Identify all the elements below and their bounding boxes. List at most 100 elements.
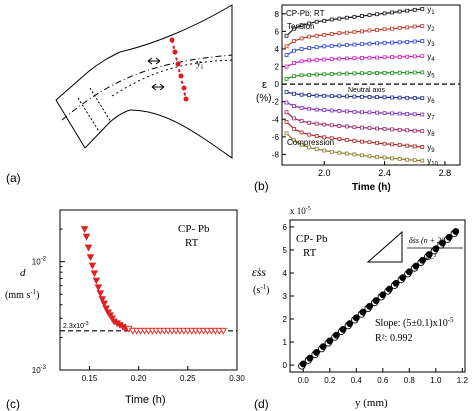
rate-point	[84, 244, 93, 252]
series-point-y3	[337, 43, 342, 48]
series-point-y10	[367, 154, 372, 159]
series-point-y3	[299, 47, 304, 51]
series-point-y7	[367, 110, 372, 115]
strain-rate-point	[399, 274, 407, 282]
series-point-y10	[292, 138, 296, 143]
series-point-y9	[360, 139, 364, 144]
panel-d-ticks: 0.0 0.2 0.4 0.6 0.8 1.0 1.2 0 1 2 3 4 5 6	[283, 223, 469, 385]
series-point-y7	[322, 108, 327, 112]
series-point-y9	[397, 143, 402, 147]
series-label-y4: y4	[427, 52, 435, 63]
series-point-y3	[360, 42, 364, 47]
series-point-y9	[412, 144, 417, 149]
slope-triangle	[366, 230, 403, 263]
series-point-y2	[405, 25, 410, 30]
series-point-y10	[329, 149, 334, 154]
yi-label: yi	[196, 58, 203, 71]
series-point-y4	[375, 55, 379, 60]
panel-b-ytick-label: 4	[275, 45, 280, 54]
strain-rate-point	[372, 297, 380, 305]
series-point-y2	[412, 24, 417, 29]
bent-specimen-outline	[119, 4, 233, 159]
series-point-y6	[390, 95, 395, 100]
r2-text: R²: 0.992	[375, 333, 412, 344]
series-point-y3	[329, 43, 334, 48]
series-point-y1	[390, 10, 395, 15]
series-point-y2	[397, 25, 402, 30]
strain-rate-point	[306, 354, 314, 362]
panel-d-xtick-label: 0.4	[351, 376, 363, 385]
series-point-y3	[352, 42, 357, 47]
series-point-y8	[284, 110, 289, 115]
series-point-y6	[299, 92, 304, 97]
series-point-y10	[322, 148, 327, 153]
arrow-pair-upper	[147, 57, 161, 65]
panel-b-annotation: CP-Pb; RT	[286, 9, 325, 18]
series-point-y1	[307, 21, 312, 26]
series-point-y7	[284, 100, 289, 105]
series-point-y4	[360, 56, 364, 60]
series-point-y7	[382, 111, 387, 116]
panel-c-label: (c)	[6, 397, 20, 411]
series-point-y3	[412, 39, 417, 44]
series-point-y3	[405, 40, 410, 44]
series-point-y7	[360, 110, 364, 115]
series-point-y5	[292, 74, 296, 79]
gauge-point	[183, 96, 189, 102]
series-point-y8	[292, 116, 296, 121]
series-point-y8	[397, 127, 402, 132]
series-point-y8	[420, 129, 425, 134]
series-point-y10	[412, 158, 417, 163]
panel-d-xtick-label: 1.2	[457, 376, 469, 385]
strain-rate-point	[299, 360, 307, 368]
series-point-y3	[420, 39, 425, 43]
panel-d-annotation-material: CP- Pb	[296, 233, 328, 245]
series-point-y9	[299, 130, 304, 135]
series-point-y5	[405, 70, 410, 75]
series-point-y10	[360, 153, 364, 158]
series-label-y7: y7	[427, 111, 435, 122]
series-point-y5	[352, 71, 357, 76]
panel-d-points	[298, 228, 460, 370]
series-point-y5	[412, 70, 417, 75]
strain-rate-point	[352, 314, 360, 322]
series-point-y10	[314, 147, 319, 152]
series-point-y6	[420, 96, 425, 101]
series-point-y4	[299, 59, 304, 64]
series-point-y6	[322, 93, 327, 98]
panel-c-frame	[59, 209, 238, 371]
series-point-y8	[375, 126, 379, 131]
series-point-y7	[390, 111, 395, 116]
series-point-y9	[307, 132, 312, 137]
slope-text: Slope: (5±0.1)x10-5	[375, 316, 454, 329]
series-point-y2	[360, 29, 364, 34]
gauge-point	[178, 73, 184, 79]
panel-b-ytick-label: -4	[272, 115, 280, 124]
gauge-point	[175, 61, 181, 67]
series-point-y7	[337, 109, 342, 113]
gauge-point	[169, 37, 175, 43]
series-point-y2	[344, 30, 349, 35]
series-point-y7	[352, 109, 357, 114]
panel-d-ytick-label: 6	[283, 223, 288, 232]
series-point-y4	[329, 57, 334, 61]
series-label-y9: y9	[427, 143, 435, 154]
rate-point	[102, 305, 110, 313]
series-point-y7	[344, 109, 349, 114]
series-point-y10	[307, 145, 312, 150]
series-point-y4	[307, 58, 312, 63]
formula-numerator: δ̇ss (n + 2)	[409, 236, 444, 245]
series-point-y2	[299, 36, 304, 41]
series-point-y5	[390, 70, 395, 75]
panel-d-ytick-label: 1	[283, 338, 288, 347]
series-point-y5	[344, 71, 349, 76]
neutral-line	[111, 59, 233, 97]
series-point-y7	[292, 104, 296, 108]
panel-c-ticks: 0.15 0.20 0.25 0.30 10-2 10-3	[32, 209, 245, 383]
series-point-y1	[344, 15, 349, 20]
strain-rate-point	[452, 228, 460, 235]
series-label-y10: y10	[427, 157, 438, 168]
series-point-y7	[420, 112, 425, 117]
series-point-y6	[352, 94, 357, 99]
